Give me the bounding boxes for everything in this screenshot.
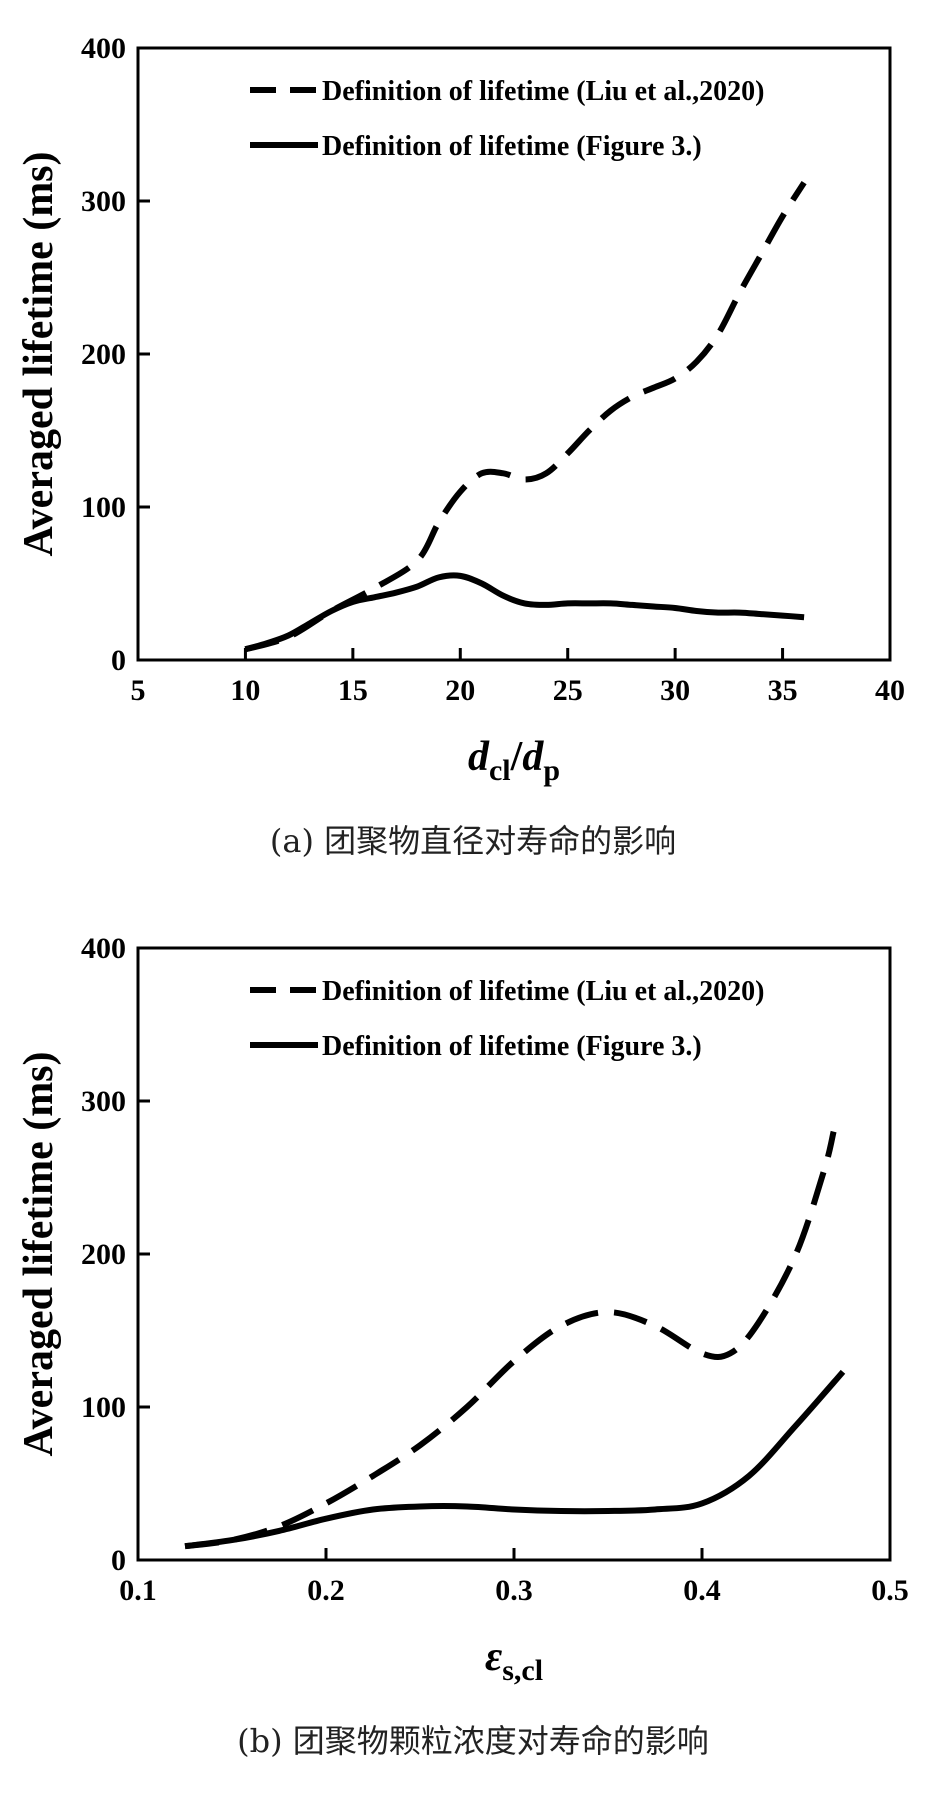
x-tick-label: 0.5 [871, 1574, 909, 1607]
series-line-dashed [244, 180, 807, 653]
y-tick-label: 400 [81, 32, 126, 65]
y-tick-label: 400 [81, 932, 126, 965]
chart-panel-a: 0 100 200 300 400 5 10 15 20 25 30 35 40 Averaged lif… [0, 0, 946, 900]
y-tick-label: 200 [81, 1238, 126, 1271]
legend-label: Definition of lifetime (Figure 3.) [322, 1031, 702, 1062]
x-axis-label-sub2: p [543, 754, 560, 787]
y-tick-label: 100 [81, 491, 126, 524]
x-axis-label: εs,cl [485, 1634, 543, 1687]
x-tick-label: 10 [230, 674, 260, 707]
x-axis-label: dcl/dp [468, 734, 560, 787]
x-tick-label: 0.3 [495, 1574, 533, 1607]
x-axis-label-slash: / [510, 734, 524, 780]
figure-caption: (a) 团聚物直径对寿命的影响 [270, 822, 676, 860]
y-tick-label: 0 [111, 644, 126, 677]
x-tick-label: 0.1 [119, 1574, 157, 1607]
x-axis-label-main: ε [485, 1634, 502, 1680]
x-tick-label: 0.4 [683, 1574, 721, 1607]
y-tick-label: 100 [81, 1391, 126, 1424]
x-tick-label: 30 [660, 674, 690, 707]
x-axis-label-main2: d [522, 734, 544, 780]
x-tick-label: 25 [553, 674, 583, 707]
y-axis-label: Averaged lifetime (ms) [16, 151, 62, 556]
y-tick-label: 300 [81, 1085, 126, 1118]
series-line-dashed [184, 1130, 837, 1550]
chart-panel-b: 0 100 200 300 400 0.1 0.2 0.3 0.4 0.5 Averaged lif… [0, 900, 946, 1805]
series-line-solid [244, 572, 805, 653]
legend-label: Definition of lifetime (Liu et al.,2020) [322, 76, 764, 107]
y-axis-label: Averaged lifetime (ms) [16, 1051, 62, 1456]
x-tick-label: 5 [131, 674, 146, 707]
x-tick-label: 40 [875, 674, 905, 707]
figure-caption: (b) 团聚物颗粒浓度对寿命的影响 [237, 1722, 709, 1760]
legend-label: Definition of lifetime (Liu et al.,2020) [322, 976, 764, 1007]
x-tick-label: 35 [768, 674, 798, 707]
y-tick-label: 200 [81, 338, 126, 371]
legend-label: Definition of lifetime (Figure 3.) [322, 131, 702, 162]
series-line-solid [184, 1369, 846, 1550]
chart-b-svg: 0 100 200 300 400 0.1 0.2 0.3 0.4 0.5 Averaged lif… [16, 932, 909, 1760]
x-tick-label: 0.2 [307, 1574, 345, 1607]
x-tick-label: 20 [445, 674, 475, 707]
y-tick-label: 0 [111, 1544, 126, 1577]
chart-a-svg: 0 100 200 300 400 5 10 15 20 25 30 35 40 Averaged lif… [16, 32, 905, 860]
y-tick-label: 300 [81, 185, 126, 218]
x-tick-label: 15 [338, 674, 368, 707]
x-axis-label-main: d [468, 734, 490, 780]
x-axis-label-sub: cl [489, 754, 511, 787]
x-axis-label-sub: s,cl [502, 1654, 543, 1687]
